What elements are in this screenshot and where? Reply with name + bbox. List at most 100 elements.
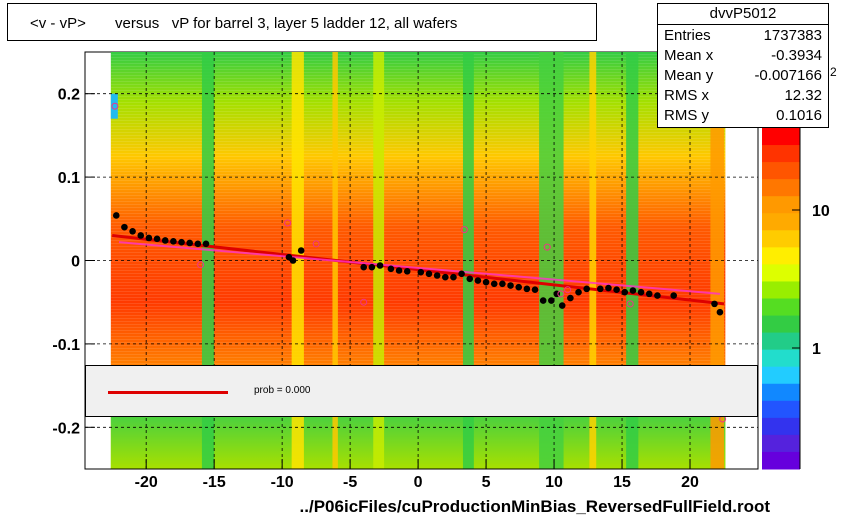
profile-point	[575, 288, 582, 296]
profile-point	[194, 240, 202, 248]
profile-point	[360, 263, 368, 271]
colorbar-bin	[762, 230, 800, 248]
profile-point	[178, 238, 185, 246]
profile-point	[145, 234, 153, 242]
x-tick-label: -10	[271, 474, 294, 491]
profile-point	[441, 273, 449, 281]
x-tick-label: -15	[203, 474, 226, 491]
colorbar-bin	[762, 400, 800, 419]
profile-point	[711, 300, 718, 308]
x-tick-label: 20	[681, 474, 699, 491]
stats-value: 1737383	[763, 27, 822, 44]
profile-point	[621, 288, 629, 296]
open-marker	[197, 261, 205, 269]
y-tick-label: 0.2	[58, 87, 80, 104]
profile-point	[121, 223, 128, 231]
colorbar-bin	[762, 332, 800, 351]
stats-box: dvvP5012 Entries 1737383 Mean x -0.3934 …	[657, 3, 829, 128]
colorbar-top-label: 2	[830, 65, 837, 79]
colorbar-bin	[762, 179, 800, 197]
colorbar-tick-label: 1	[812, 341, 821, 358]
y-tick-label: 0	[71, 254, 80, 271]
profile-point	[425, 270, 433, 278]
colorbar-bin	[762, 196, 800, 214]
colorbar-bin	[762, 128, 800, 146]
profile-point	[112, 212, 120, 219]
profile-point	[490, 280, 498, 288]
profile-point	[129, 228, 136, 235]
open-marker	[312, 240, 320, 248]
profile-point	[289, 257, 297, 264]
open-marker	[284, 219, 292, 227]
stats-key: RMS y	[664, 107, 709, 124]
profile-point	[153, 235, 161, 243]
stats-value: -0.007166	[754, 67, 822, 84]
open-marker	[543, 243, 551, 251]
colorbar-bin	[762, 451, 800, 470]
profile-point	[458, 270, 465, 278]
heatmap-strip	[373, 52, 385, 469]
profile-point	[161, 237, 169, 244]
profile-point	[670, 292, 678, 299]
profile-point	[523, 285, 531, 293]
x-tick-label: 10	[545, 474, 563, 491]
stats-row-entries: Entries 1737383	[658, 25, 828, 45]
profile-point	[450, 273, 457, 281]
colorbar-bin	[762, 145, 800, 163]
profile-point	[629, 287, 637, 294]
stats-row-mean-y: Mean y -0.007166	[658, 65, 828, 85]
color-bar: 10 1 2	[762, 65, 837, 470]
open-marker	[460, 226, 468, 234]
axes: -20 -15 -10 -5 0 5 10 15 20 -0.2 -0.1 0 0.1 0.2	[52, 52, 758, 491]
profile-point	[515, 283, 523, 291]
profile-point	[531, 286, 539, 293]
colorbar-bin	[762, 298, 800, 317]
x-tick-label: 5	[482, 474, 491, 491]
colorbar-bin	[762, 349, 800, 368]
profile-point	[202, 240, 210, 248]
stats-row-rms-y: RMS y 0.1016	[658, 105, 828, 125]
stats-key: Mean x	[664, 47, 714, 64]
heatmap-edge	[110, 93, 118, 119]
profile-point	[482, 278, 490, 286]
open-marker	[111, 102, 119, 110]
chart-title-box: <v - vP> versus vP for barrel 3, layer 5…	[7, 3, 597, 41]
colorbar-bin	[762, 247, 800, 265]
profile-point	[137, 232, 145, 239]
profile-point	[297, 247, 305, 254]
y-tick-label: 0.1	[58, 170, 80, 187]
y-tick-label: -0.1	[52, 337, 80, 354]
colorbar-bin	[762, 434, 800, 453]
profile-point	[170, 238, 177, 245]
profile-line	[118, 241, 721, 295]
colorbar-bin	[762, 264, 800, 282]
profile-point	[596, 285, 604, 293]
stats-value: 12.32	[784, 87, 822, 104]
stats-key: RMS x	[664, 87, 709, 104]
profile-point	[583, 285, 590, 293]
open-marker	[360, 298, 368, 306]
profile-point	[548, 297, 555, 304]
stats-row-mean-x: Mean x -0.3934	[658, 45, 828, 65]
heatmap-strip	[201, 52, 215, 469]
profile-point	[499, 280, 506, 288]
heatmap-strip	[462, 52, 474, 469]
x-tick-label: 15	[613, 474, 631, 491]
stats-key: Mean y	[664, 67, 714, 84]
colorbar-tick-label: 10	[812, 203, 830, 220]
x-tick-label: 0	[414, 474, 423, 491]
profile-point	[417, 268, 425, 276]
profile-point	[368, 263, 376, 271]
profile-point	[507, 282, 514, 289]
stats-key: Entries	[664, 27, 711, 44]
profile-point	[433, 272, 441, 279]
colorbar-bin	[762, 315, 800, 334]
grid-lines	[85, 52, 758, 469]
x-axis-label: ../P06icFiles/cuProductionMinBias_Revers…	[299, 497, 770, 516]
profile-point	[637, 288, 645, 296]
profile-point	[645, 290, 653, 298]
profile-point	[403, 268, 411, 275]
profile-point	[395, 267, 403, 274]
colorbar-bin	[762, 383, 800, 402]
profile-point	[474, 277, 482, 284]
